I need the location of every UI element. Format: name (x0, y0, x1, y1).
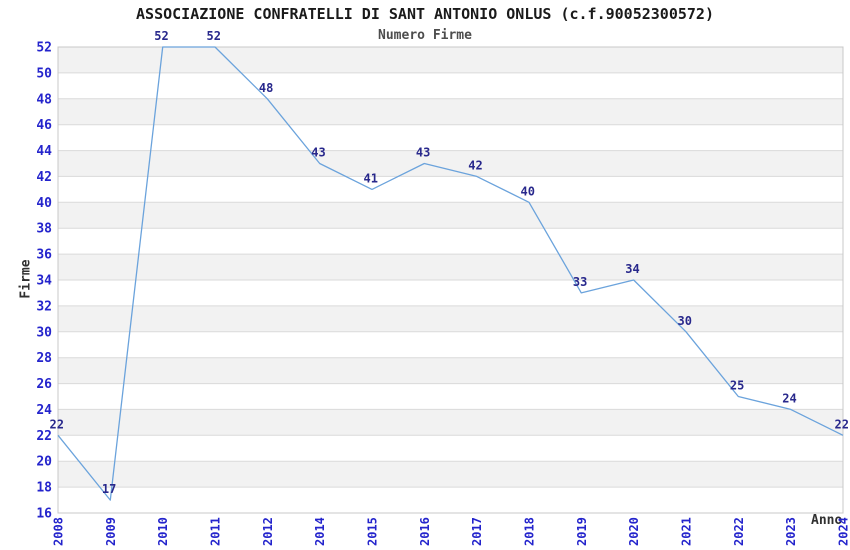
y-tick-label: 30 (36, 325, 52, 340)
x-tick-label: 2012 (261, 517, 275, 546)
y-tick-label: 28 (36, 351, 52, 366)
x-tick-label: 2017 (470, 517, 484, 546)
y-tick-label: 38 (36, 222, 52, 237)
plot-band (58, 461, 843, 488)
chart-title: ASSOCIAZIONE CONFRATELLI DI SANT ANTONIO… (136, 5, 714, 23)
data-point-label: 43 (311, 146, 325, 160)
data-point-label: 30 (678, 314, 692, 328)
data-line (57, 46, 844, 501)
x-tick-label: 2022 (732, 517, 746, 546)
y-tick-label: 48 (36, 92, 52, 107)
data-point-label: 22 (50, 417, 64, 431)
x-tick-label: 2019 (575, 517, 589, 546)
data-point-label: 24 (782, 391, 796, 405)
data-point-label: 42 (468, 158, 482, 172)
y-tick-label: 20 (36, 455, 52, 470)
plot-band (58, 409, 843, 436)
data-point-label: 48 (259, 81, 273, 95)
plot-band (58, 47, 843, 73)
data-point-label: 43 (416, 146, 430, 160)
x-tick-label: 2020 (627, 517, 641, 546)
y-tick-label: 40 (36, 196, 52, 211)
y-tick-label: 42 (36, 170, 52, 185)
plot-band (58, 202, 843, 229)
x-tick-label: 2018 (523, 517, 537, 546)
y-tick-label: 52 (36, 41, 52, 56)
data-point-label: 22 (835, 417, 849, 431)
data-point-label: 40 (521, 184, 535, 198)
y-tick-label: 22 (36, 429, 52, 444)
y-tick-label: 26 (36, 377, 52, 392)
data-point-label: 25 (730, 379, 744, 393)
y-tick-label: 34 (36, 274, 52, 289)
y-tick-label: 46 (36, 118, 52, 133)
x-tick-label: 2023 (784, 517, 798, 546)
x-tick-label: 2008 (52, 517, 66, 546)
data-point-label: 41 (364, 171, 378, 185)
x-tick-label: 2015 (366, 517, 380, 546)
x-tick-label: 2014 (313, 517, 327, 546)
plot-band (58, 357, 843, 384)
plot-border (57, 46, 844, 514)
y-tick-label: 18 (36, 481, 52, 496)
plot-band (58, 150, 843, 177)
plot-band (58, 305, 843, 332)
y-tick-label: 44 (36, 144, 52, 159)
x-tick-label: 2021 (680, 517, 694, 546)
plot-band (58, 254, 843, 280)
plot-band (58, 98, 843, 125)
data-point-label: 33 (573, 275, 587, 289)
data-point-label: 52 (154, 29, 168, 43)
x-tick-label: 2011 (209, 517, 223, 546)
chart-subtitle: Numero Firme (378, 28, 472, 43)
y-tick-label: 16 (36, 507, 52, 522)
data-point-label: 34 (625, 262, 639, 276)
data-point-label: 17 (102, 482, 116, 496)
x-tick-label: 2024 (837, 517, 850, 546)
x-tick-label: 2009 (104, 517, 118, 546)
x-tick-label: 2016 (418, 517, 432, 546)
x-axis-title: Anno (811, 513, 843, 528)
y-tick-label: 24 (36, 403, 52, 418)
data-point-label: 52 (207, 29, 221, 43)
y-tick-label: 50 (36, 66, 52, 81)
y-tick-label: 32 (36, 299, 52, 314)
y-tick-label: 36 (36, 248, 52, 263)
x-tick-label: 2010 (156, 517, 170, 546)
